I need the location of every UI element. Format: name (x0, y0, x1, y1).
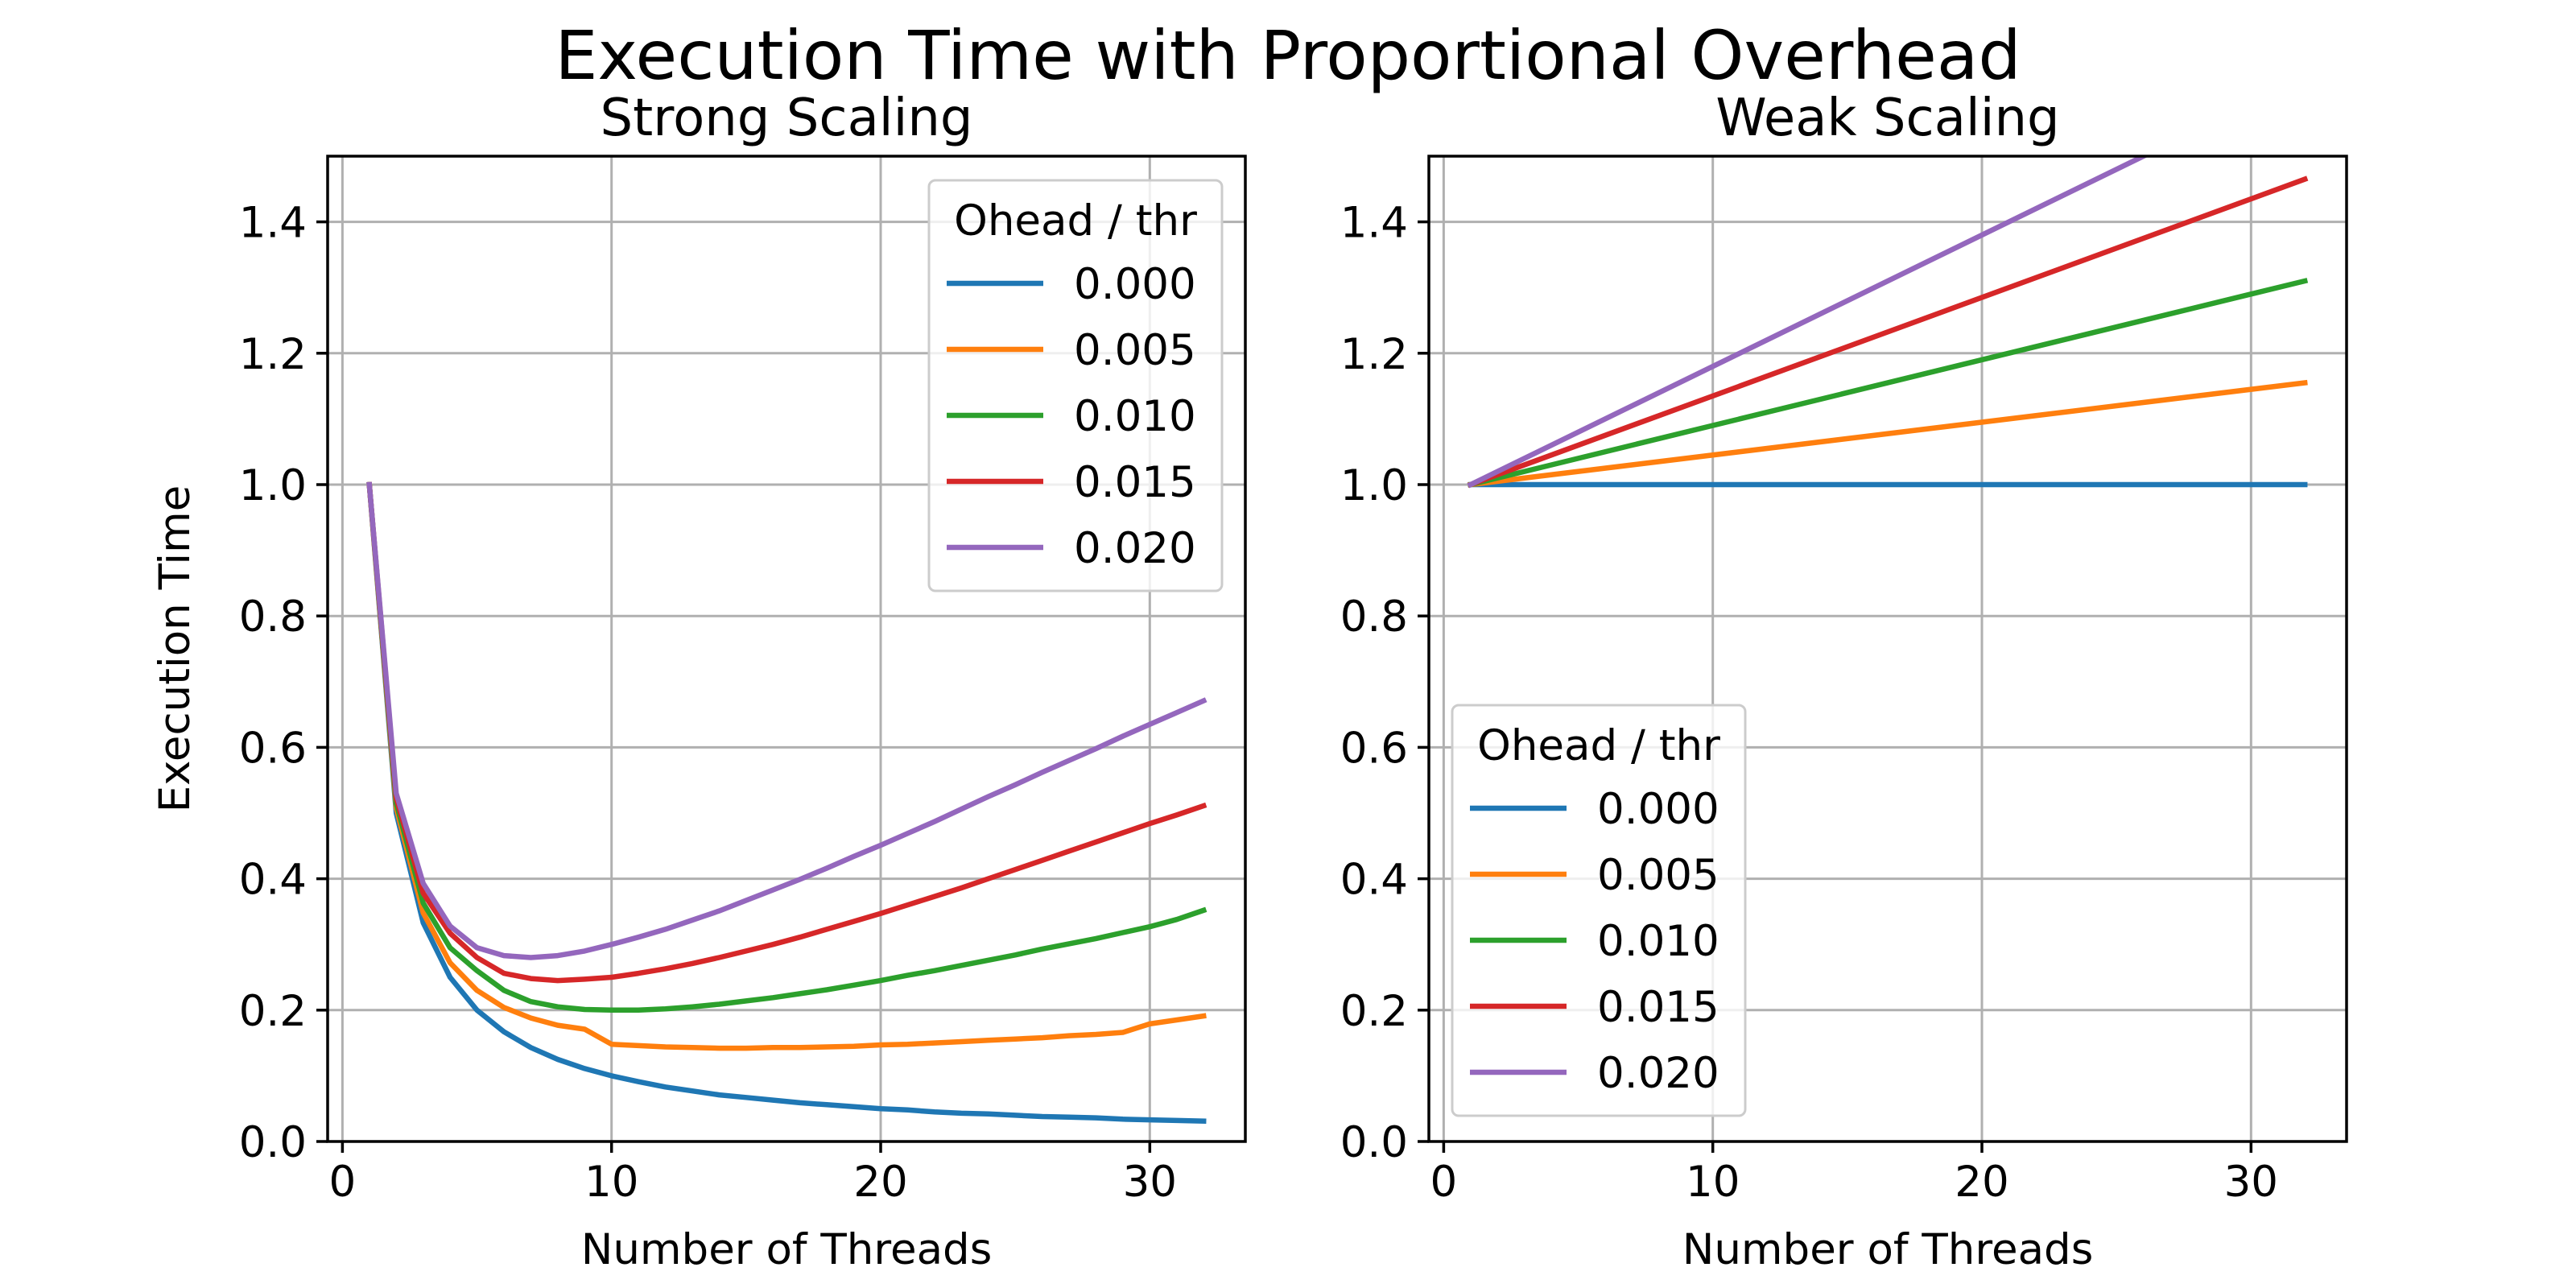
legend-entry-0.020: 0.020 (1074, 524, 1196, 573)
axes-title: Weak Scaling (1715, 89, 2059, 148)
figure-title: Execution Time with Proportional Overhea… (555, 16, 2021, 95)
legend-entry-0.010: 0.010 (1597, 917, 1719, 966)
series-line-0.020 (366, 481, 1208, 960)
axes-frame (326, 155, 1247, 1143)
x-tick-label: 20 (1955, 1158, 2008, 1207)
x-tick-label: 30 (1123, 1158, 1177, 1207)
subplots: 0 10 20 30 0.0 0.2 0.4 0.6 0.8 1.0 1.2 1.4 Strong Sc… (151, 89, 2348, 1274)
series-line-0.005 (366, 481, 1207, 1051)
subplot-0: 0 10 20 30 0.0 0.2 0.4 0.6 0.8 1.0 1.2 1.4 Strong Sc… (151, 89, 1247, 1274)
x-tick-label: 0 (1430, 1158, 1458, 1207)
y-tick-label: 1.0 (1340, 461, 1408, 510)
legend-entry-0.000: 0.000 (1074, 260, 1196, 309)
legend-entry-0.010: 0.010 (1074, 392, 1196, 441)
y-tick-label: 0.4 (1340, 856, 1408, 905)
legend-entry-0.015: 0.015 (1074, 458, 1196, 507)
y-tick-label: 0.2 (1340, 987, 1408, 1036)
axes-title: Strong Scaling (600, 89, 972, 148)
x-axis-label: Number of Threads (1682, 1225, 2094, 1274)
legend-title: Ohead / thr (954, 196, 1197, 246)
series-line-0.000 (366, 481, 1207, 1125)
legend: Ohead / thr 0.000 0.005 0.010 0.015 0.020 (1451, 704, 1747, 1117)
legend-entry-0.015: 0.015 (1597, 983, 1719, 1032)
y-tick-label: 1.4 (239, 199, 307, 248)
y-tick-label: 0.6 (1340, 724, 1408, 773)
series-line-0.015 (366, 481, 1208, 984)
x-tick-label: 10 (584, 1158, 638, 1207)
series-group (366, 481, 1208, 1125)
x-axis-label: Number of Threads (581, 1225, 993, 1274)
series-line-0.010 (366, 481, 1208, 1013)
x-tick-label: 0 (329, 1158, 357, 1207)
legend-title: Ohead / thr (1477, 721, 1720, 770)
x-tick-label: 10 (1686, 1158, 1740, 1207)
y-tick-label: 0.8 (239, 592, 307, 642)
y-tick-label: 0.2 (239, 987, 307, 1036)
y-tick-label: 0.8 (1340, 592, 1408, 642)
y-tick-label: 0.0 (239, 1118, 307, 1167)
subplot-1: 0 10 20 30 0.0 0.2 0.4 0.6 0.8 1.0 1.2 1.4 Weak Scal… (1340, 89, 2348, 1274)
y-tick-label: 1.4 (1340, 199, 1408, 248)
legend-entry-0.005: 0.005 (1597, 851, 1719, 900)
series-group (1467, 156, 2309, 489)
legend-entry-0.005: 0.005 (1074, 326, 1196, 375)
y-tick-label: 0.6 (239, 724, 307, 773)
series-line-0.010 (1467, 278, 2309, 488)
series-line-0.015 (1467, 175, 2309, 489)
series-line-0.020 (1467, 156, 2150, 489)
ticks: 0 10 20 30 0.0 0.2 0.4 0.6 0.8 1.0 1.2 1.4 (1340, 199, 2278, 1207)
y-tick-label: 1.2 (239, 330, 307, 379)
axes-frame (1427, 155, 2348, 1143)
series-line-0.005 (1468, 379, 2308, 488)
legend: Ohead / thr 0.000 0.005 0.010 0.015 0.020 (927, 179, 1224, 592)
ticks: 0 10 20 30 0.0 0.2 0.4 0.6 0.8 1.0 1.2 1.4 (239, 199, 1177, 1207)
x-tick-label: 30 (2224, 1158, 2278, 1207)
legend-entry-0.020: 0.020 (1597, 1049, 1719, 1098)
y-tick-label: 0.4 (239, 856, 307, 905)
y-axis-label: Execution Time (151, 485, 200, 813)
x-tick-label: 20 (853, 1158, 907, 1207)
y-tick-label: 0.0 (1340, 1118, 1408, 1167)
y-tick-label: 1.0 (239, 461, 307, 510)
legend-entry-0.000: 0.000 (1597, 785, 1719, 834)
y-tick-label: 1.2 (1340, 330, 1408, 379)
